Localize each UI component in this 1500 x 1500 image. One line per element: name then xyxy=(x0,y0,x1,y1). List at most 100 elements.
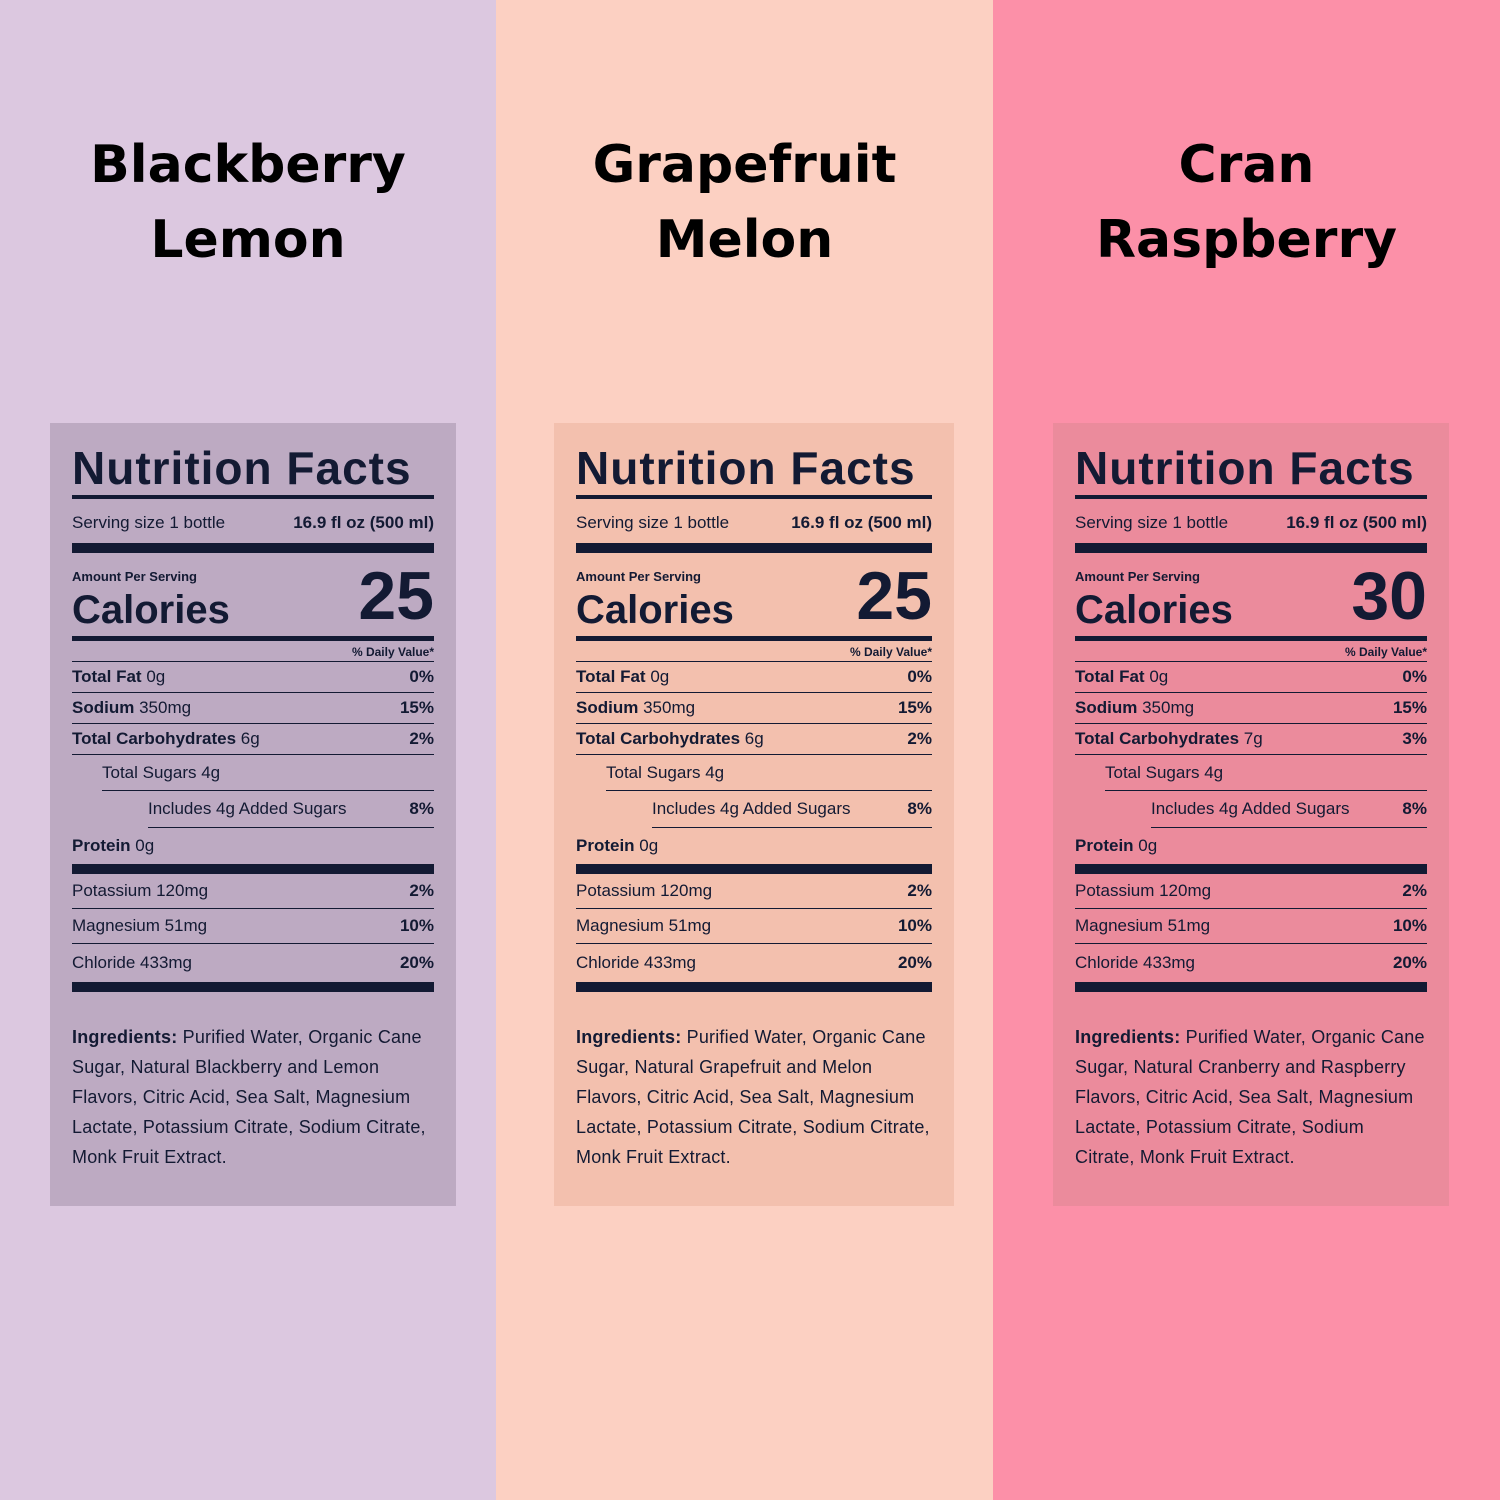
nutrient-cell: Protein 0g xyxy=(72,836,154,856)
amount-per-serving: Amount Per Serving xyxy=(72,569,197,584)
thick-rule xyxy=(1075,543,1427,553)
nutrient-cell: Total Fat 0g xyxy=(576,667,669,687)
daily-value-header: % Daily Value* xyxy=(72,641,434,662)
calories-label: Calories xyxy=(1075,588,1233,632)
serving-size: 16.9 fl oz (500 ml) xyxy=(293,513,434,532)
amount-per-serving: Amount Per Serving xyxy=(1075,569,1200,584)
nutrient-row: Protein 0g xyxy=(72,828,434,864)
daily-value-percent: 8% xyxy=(1402,799,1427,818)
daily-value-percent: 2% xyxy=(907,729,932,748)
nutrient-amount: 6g xyxy=(744,729,764,748)
nutrient-cell: Total Carbohydrates 6g xyxy=(576,729,764,749)
nutrient-name: Total Fat xyxy=(72,667,142,686)
nutrient-name: Includes 4g Added Sugars xyxy=(148,799,347,818)
nutrient-row: Total Carbohydrates 7g 3% xyxy=(1075,724,1427,755)
ingredients: Ingredients: Purified Water, Organic Can… xyxy=(576,992,932,1172)
amount-per-serving: Amount Per Serving xyxy=(576,569,701,584)
nutrient-row: Total Sugars 4g xyxy=(1105,755,1427,791)
nutrient-amount: 350mg xyxy=(139,698,192,717)
ingredients-text: Purified Water, Organic Cane Sugar, Natu… xyxy=(1075,1027,1425,1167)
nutrient-row: Magnesium 51mg 10% xyxy=(72,909,434,944)
serving-row: Serving size 1 bottle 16.9 fl oz (500 ml) xyxy=(576,499,932,543)
nutrient-amount: 6g xyxy=(240,729,260,748)
nutrient-name: Total Fat xyxy=(576,667,646,686)
nutrient-cell: Sodium 350mg xyxy=(1075,698,1194,718)
calories-value: 30 xyxy=(1351,558,1427,634)
nutrient-name: Total Carbohydrates xyxy=(576,729,741,748)
nutrient-row: Potassium 120mg 2% xyxy=(576,874,932,909)
nutrient-name: Potassium 120mg xyxy=(72,881,209,900)
nutrient-name: Total Sugars 4g xyxy=(1105,762,1224,782)
nutrient-cell: Chloride 433mg xyxy=(576,953,696,973)
nutrient-name: Includes 4g Added Sugars xyxy=(652,799,851,818)
nutrient-name: Total Sugars 4g xyxy=(102,762,221,782)
medium-rule xyxy=(576,636,932,641)
calories-row: Calories 25 xyxy=(72,562,434,636)
daily-value-percent: 10% xyxy=(897,916,932,935)
nutrient-cell: Total Fat 0g xyxy=(72,667,165,687)
nutrient-row: Magnesium 51mg 10% xyxy=(576,909,932,944)
nutrients: Total Fat 0g 0% Sodium 350mg 15% Total Carbo… xyxy=(72,662,434,864)
nutrient-amount: 0g xyxy=(650,667,670,686)
nutrient-cell: Includes 4g Added Sugars xyxy=(148,799,346,819)
nutrient-cell: Magnesium 51mg xyxy=(1075,916,1210,936)
nutrient-amount: 0g xyxy=(146,667,166,686)
nutrient-cell: Protein 0g xyxy=(576,836,658,856)
nutrient-row: Total Fat 0g 0% xyxy=(576,662,932,693)
nutrient-row: Sodium 350mg 15% xyxy=(1075,693,1427,724)
nutrient-name: Protein xyxy=(72,836,131,855)
daily-value-percent: 20% xyxy=(1392,953,1427,972)
nutrient-name: Magnesium 51mg xyxy=(72,916,208,935)
nutrient-amount: 0g xyxy=(1149,667,1169,686)
nutrient-name: Magnesium 51mg xyxy=(576,916,712,935)
nutrients: Total Fat 0g 0% Sodium 350mg 15% Total Carbo… xyxy=(1075,662,1427,864)
serving-label: Serving size 1 bottle xyxy=(72,513,226,532)
daily-value-header: % Daily Value* xyxy=(1075,641,1427,662)
minerals: Potassium 120mg 2% Magnesium 51mg 10% Chlori… xyxy=(72,874,434,982)
calories-row: Calories 25 xyxy=(576,562,932,636)
nutrient-row: Chloride 433mg 20% xyxy=(1075,944,1427,982)
ingredients: Ingredients: Purified Water, Organic Can… xyxy=(72,992,434,1172)
nutrient-row: Includes 4g Added Sugars 8% xyxy=(652,791,932,828)
nutrient-row: Sodium 350mg 15% xyxy=(72,693,434,724)
nutrient-amount: 7g xyxy=(1243,729,1263,748)
nutrient-cell: Chloride 433mg xyxy=(72,953,192,973)
title-line: Grapefruit xyxy=(592,135,897,195)
daily-value-percent: 10% xyxy=(399,916,434,935)
nutrient-amount: 0g xyxy=(135,836,155,855)
nutrient-cell: Sodium 350mg xyxy=(72,698,191,718)
nutrient-name: Magnesium 51mg xyxy=(1075,916,1211,935)
nutrient-cell: Chloride 433mg xyxy=(1075,953,1195,973)
ingredients-label: Ingredients: xyxy=(1075,1027,1181,1047)
nutrient-amount: 350mg xyxy=(643,698,696,717)
minerals: Potassium 120mg 2% Magnesium 51mg 10% Chlori… xyxy=(1075,874,1427,982)
title-line: Melon xyxy=(655,210,834,270)
nutrient-row: Chloride 433mg 20% xyxy=(72,944,434,982)
nutrient-name: Sodium xyxy=(1075,698,1138,717)
nutrient-name: Sodium xyxy=(576,698,639,717)
nutrient-cell: Total Sugars 4g xyxy=(102,763,220,783)
calories-label: Calories xyxy=(576,588,734,632)
nutrients: Total Fat 0g 0% Sodium 350mg 15% Total Carbo… xyxy=(576,662,932,864)
nutrition-label: Nutrition Facts Serving size 1 bottle 16.9… xyxy=(554,423,954,1206)
nutrient-name: Total Sugars 4g xyxy=(606,762,725,782)
daily-value-percent: 20% xyxy=(399,953,434,972)
ingredients-text: Purified Water, Organic Cane Sugar, Natu… xyxy=(576,1027,930,1167)
ingredients: Ingredients: Purified Water, Organic Can… xyxy=(1075,992,1427,1172)
nutrient-cell: Total Carbohydrates 6g xyxy=(72,729,260,749)
nutrient-cell: Total Fat 0g xyxy=(1075,667,1168,687)
nutrient-row: Protein 0g xyxy=(576,828,932,864)
nutrient-cell: Magnesium 51mg xyxy=(72,916,207,936)
nutrient-name: Chloride 433mg xyxy=(1075,953,1196,972)
nutrient-row: Includes 4g Added Sugars 8% xyxy=(1151,791,1427,828)
nutrient-row: Total Fat 0g 0% xyxy=(72,662,434,693)
nutrient-name: Protein xyxy=(576,836,635,855)
daily-value-percent: 15% xyxy=(1392,698,1427,717)
daily-value-percent: 10% xyxy=(1392,916,1427,935)
thick-rule xyxy=(576,982,932,992)
calories-value: 25 xyxy=(358,558,434,634)
flavor-panel: Cran Raspberry Nutrition Facts Serving size… xyxy=(993,0,1500,1500)
thick-rule xyxy=(72,864,434,874)
daily-value-percent: 2% xyxy=(409,881,434,900)
daily-value-percent: 0% xyxy=(1402,667,1427,686)
